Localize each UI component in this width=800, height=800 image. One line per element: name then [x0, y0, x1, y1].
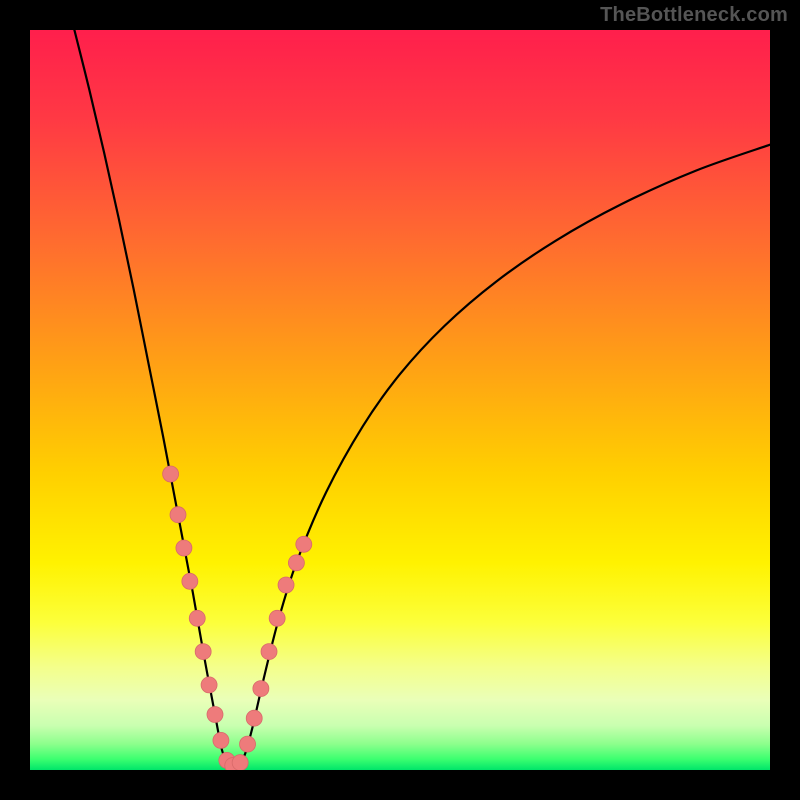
marker-dot: [195, 644, 211, 660]
marker-dot: [232, 755, 248, 771]
marker-dot: [201, 677, 217, 693]
marker-dot: [182, 573, 198, 589]
marker-dot: [253, 681, 269, 697]
marker-dot: [189, 610, 205, 626]
marker-dot: [296, 536, 312, 552]
watermark-text: TheBottleneck.com: [600, 4, 788, 27]
marker-dot: [261, 644, 277, 660]
chart-svg: [0, 0, 800, 800]
marker-dot: [269, 610, 285, 626]
marker-dot: [213, 732, 229, 748]
marker-dot: [176, 540, 192, 556]
marker-dot: [246, 710, 262, 726]
chart-background: [30, 30, 770, 770]
marker-dot: [240, 736, 256, 752]
chart-stage: TheBottleneck.com: [0, 0, 800, 800]
marker-dot: [288, 555, 304, 571]
marker-dot: [207, 707, 223, 723]
marker-dot: [278, 577, 294, 593]
marker-dot: [170, 507, 186, 523]
marker-dot: [163, 466, 179, 482]
